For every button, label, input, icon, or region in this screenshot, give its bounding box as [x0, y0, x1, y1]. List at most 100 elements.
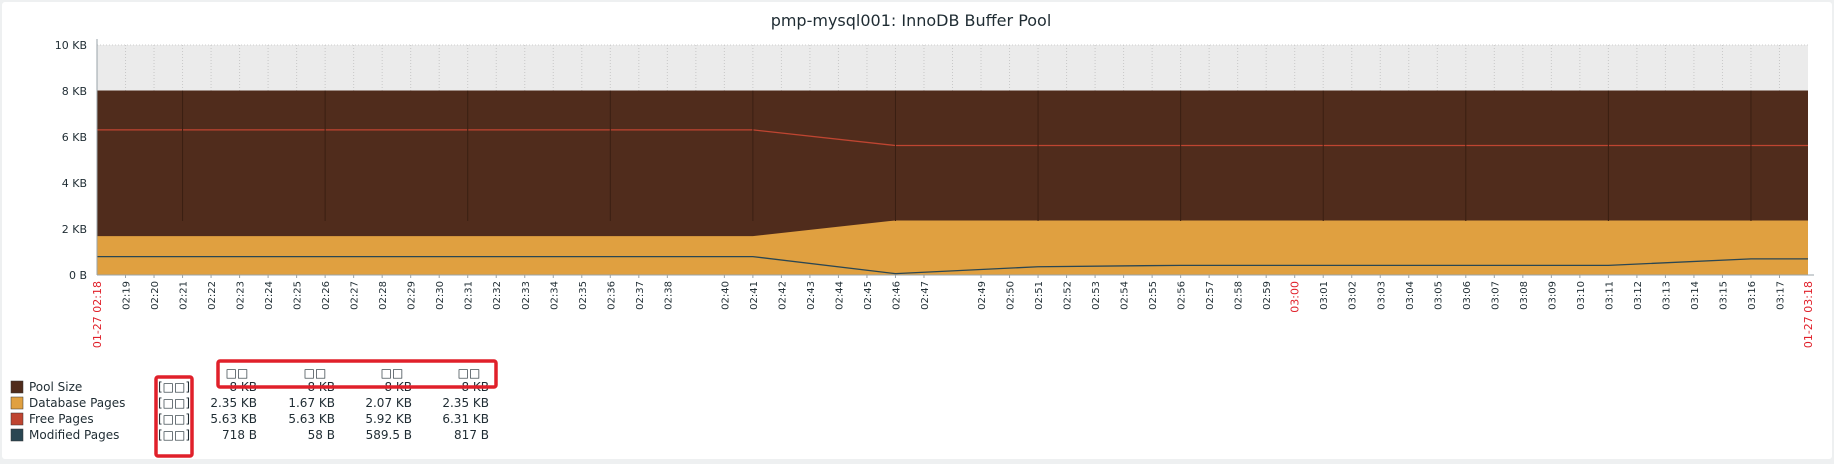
chart-title: pmp-mysql001: InnoDB Buffer Pool	[771, 11, 1052, 30]
x-tick-label: 02:28	[378, 281, 389, 310]
x-tick-label: 03:09	[1547, 281, 1558, 310]
x-tick-label: 02:42	[777, 281, 788, 310]
x-tick-label: 02:51	[1034, 281, 1045, 310]
x-tick-label: 02:27	[350, 281, 361, 310]
axes: 0 B 2 KB 4 KB 6 KB 8 KB 10 KB 02:19 02:20 02:21 0…	[55, 39, 1815, 348]
x-tick-label: 03:16	[1747, 281, 1758, 310]
x-tick-label: 03:15	[1718, 281, 1729, 310]
legend-column-header: □□	[226, 366, 249, 380]
x-tick-label: 03:02	[1348, 281, 1359, 310]
y-tick-label: 8 KB	[62, 85, 87, 98]
y-tick-label: 4 KB	[62, 177, 87, 190]
x-tick-label: 02:38	[663, 281, 674, 310]
x-tick-label: 02:36	[606, 281, 617, 310]
legend-series-name: Free Pages	[29, 412, 94, 426]
x-tick-label: 02:44	[834, 281, 845, 310]
legend-swatch	[10, 380, 24, 394]
x-tick-label: 02:40	[720, 281, 731, 310]
y-tick-label: 2 KB	[62, 223, 87, 236]
legend-value: 718 B	[222, 428, 257, 442]
x-tick-label: 02:59	[1262, 281, 1273, 310]
x-tick-label: 02:46	[891, 281, 902, 310]
legend-value: 589.5 B	[366, 428, 412, 442]
x-tick-label: 02:56	[1177, 281, 1188, 310]
legend-value: 2.35 KB	[442, 396, 489, 410]
x-tick-label: 03:04	[1405, 281, 1416, 310]
series-area-database-pages	[97, 220, 1808, 275]
annotation-box-columns	[216, 359, 498, 389]
x-tick-label: 02:34	[549, 281, 560, 310]
x-tick-label: 02:31	[464, 281, 475, 310]
legend-value: 2.07 KB	[365, 396, 412, 410]
x-tick-label: 02:30	[435, 281, 446, 310]
x-tick-label: 03:01	[1319, 281, 1330, 310]
legend-value: 58 B	[308, 428, 335, 442]
legend-value: 1.67 KB	[288, 396, 335, 410]
legend-column-header: □□	[304, 366, 327, 380]
legend-value: 5.63 KB	[210, 412, 257, 426]
legend-swatch	[10, 428, 24, 442]
x-tick-label: 02:23	[236, 281, 247, 310]
x-tick-label: 02:20	[150, 281, 161, 310]
x-tick-label: 03:13	[1661, 281, 1672, 310]
x-tick-label: 02:41	[749, 281, 760, 310]
legend-value: 817 B	[454, 428, 489, 442]
x-tick-label: 03:07	[1490, 281, 1501, 310]
x-tick-label: 02:35	[578, 281, 589, 310]
x-tick-label: 03:14	[1690, 281, 1701, 310]
x-tick-label: 02:53	[1091, 281, 1102, 310]
legend-swatch	[10, 412, 24, 426]
legend-column-header: □□	[458, 366, 481, 380]
x-range-start-label: 01-27 02:18	[91, 281, 104, 348]
x-tick-label: 02:26	[321, 281, 332, 310]
x-tick-label: 02:52	[1063, 281, 1074, 310]
x-tick-label: 02:21	[179, 281, 190, 310]
series-line-database-pages	[97, 220, 1808, 238]
legend-column-header: □□	[381, 366, 404, 380]
x-tick-label: 03:11	[1604, 281, 1615, 310]
series-line-free-pages	[97, 129, 1808, 147]
y-tick-label: 0 B	[69, 269, 87, 282]
legend-series-tag: [□□]	[158, 428, 190, 442]
x-tick-label: 02:45	[863, 281, 874, 310]
x-tick-label: 02:37	[635, 281, 646, 310]
legend-value: 2.35 KB	[210, 396, 257, 410]
x-tick-label: 03:00	[1289, 281, 1302, 313]
legend-value: 5.92 KB	[365, 412, 412, 426]
legend-series-tag: [□□]	[158, 396, 190, 410]
y-tick-label: 10 KB	[55, 39, 87, 52]
x-tick-label: 03:03	[1376, 281, 1387, 310]
annotation-box-tags	[154, 375, 194, 458]
legend-series-name: Modified Pages	[29, 428, 119, 442]
legend-series-tag: [□□]	[158, 380, 190, 394]
legend-series-name: Pool Size	[29, 380, 82, 394]
x-tick-label: 02:49	[977, 281, 988, 310]
legend-value: 5.63 KB	[288, 412, 335, 426]
series-line-modified-pages	[97, 255, 1808, 275]
x-tick-label: 03:12	[1633, 281, 1644, 310]
legend: □□ □□ □□ □□Pool Size [□□] 8 KB 8 KB 8 KB 8 KBDat…	[10, 359, 498, 458]
x-tick-label: 02:24	[264, 281, 275, 310]
x-tick-label: 02:50	[1006, 281, 1017, 310]
x-tick-label: 02:58	[1234, 281, 1245, 310]
x-tick-label: 02:22	[207, 281, 218, 310]
x-tick-label: 02:32	[492, 281, 503, 310]
x-tick-label: 03:06	[1462, 281, 1473, 310]
x-tick-label: 02:29	[407, 281, 418, 310]
x-tick-label: 03:17	[1775, 281, 1786, 310]
x-tick-label: 02:43	[806, 281, 817, 310]
x-range-end-label: 01-27 03:18	[1802, 281, 1815, 348]
x-tick-label: 03:08	[1519, 281, 1530, 310]
x-tick-label: 02:47	[920, 281, 931, 310]
x-tick-label: 02:33	[521, 281, 532, 310]
x-tick-label: 02:54	[1120, 281, 1131, 310]
legend-series-name: Database Pages	[29, 396, 125, 410]
x-tick-label: 02:55	[1148, 281, 1159, 310]
legend-series-tag: [□□]	[158, 412, 190, 426]
x-tick-label: 03:10	[1576, 281, 1587, 310]
x-tick-label: 02:25	[293, 281, 304, 310]
legend-swatch	[10, 396, 24, 410]
x-tick-label: 02:19	[122, 281, 133, 310]
